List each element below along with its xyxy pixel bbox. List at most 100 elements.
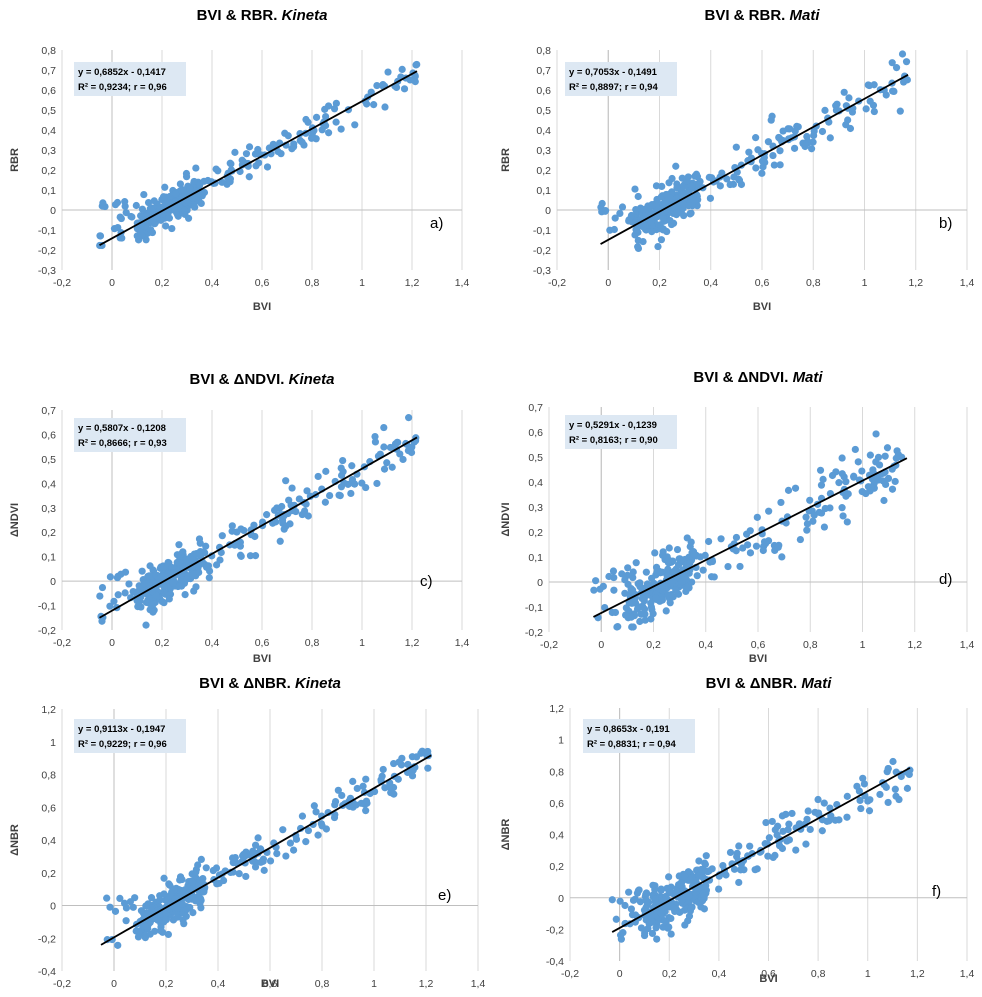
scatter-point [251, 858, 260, 866]
scatter-point [252, 841, 260, 849]
scatter-point [353, 784, 361, 793]
x-tick-label: 1 [359, 637, 365, 649]
scatter-point [621, 589, 629, 597]
scatter-point [203, 563, 211, 571]
scatter-point [892, 454, 900, 462]
scatter-point [633, 605, 642, 613]
scatter-point [276, 537, 284, 545]
scatter-point [806, 496, 814, 504]
scatter-point [818, 827, 826, 835]
scatter-point [629, 896, 638, 904]
x-tick-label: 0,8 [803, 639, 818, 651]
scatter-point [170, 886, 178, 894]
scatter-point [392, 83, 401, 92]
scatter-point [134, 603, 142, 611]
x-tick-label: 1,4 [455, 637, 470, 649]
scatter-point [803, 132, 811, 141]
trendline [99, 436, 418, 619]
scatter-point [263, 163, 272, 171]
scatter-point [648, 201, 657, 209]
scatter-point [735, 842, 743, 850]
scatter-point [171, 190, 180, 198]
scatter-point [785, 836, 793, 844]
x-tick-label: 0,4 [703, 277, 718, 289]
scatter-point [694, 181, 703, 189]
scatter-point [618, 203, 627, 211]
scatter-point [759, 546, 767, 555]
y-tick-label: 0 [50, 205, 56, 217]
scatter-point [314, 831, 322, 839]
scatter-point [658, 596, 666, 604]
scatter-point [686, 210, 694, 218]
scatter-point [325, 129, 333, 137]
scatter-point [751, 866, 759, 874]
scatter-point [245, 173, 253, 181]
scatter-point [610, 586, 618, 594]
scatter-point [627, 211, 636, 220]
scatter-point [592, 577, 600, 585]
scatter-point [348, 462, 356, 470]
scatter-point [282, 852, 290, 860]
scatter-point [633, 889, 642, 897]
scatter-point [746, 549, 755, 557]
scatter-point [167, 569, 176, 577]
scatter-point [371, 432, 379, 441]
scatter-point [874, 476, 882, 484]
scatter-point [596, 585, 604, 593]
x-tick-label: -0,2 [53, 978, 71, 990]
x-tick-label: 1,4 [471, 978, 486, 990]
scatter-point [286, 839, 294, 847]
scatter-point [637, 610, 645, 618]
scatter-point [795, 820, 804, 828]
scatter-point [866, 487, 874, 495]
x-tick-label: 1,4 [960, 968, 975, 980]
trendline [611, 767, 911, 933]
x-tick-label: 1 [865, 968, 871, 980]
y-tick-label: 0,1 [528, 552, 543, 564]
scatter-point [192, 865, 200, 874]
equation-box [565, 415, 677, 449]
scatter-point [257, 858, 265, 866]
panel-label: a) [430, 215, 443, 232]
scatter-point [902, 58, 911, 66]
scatter-point [147, 226, 155, 234]
scatter-point [237, 525, 245, 533]
scatter-point [770, 161, 778, 169]
scatter-point [652, 182, 661, 190]
y-tick-label: 0,8 [41, 45, 56, 57]
scatter-point [632, 226, 640, 234]
equation-box [74, 418, 186, 452]
x-tick-label: -0,2 [53, 637, 71, 649]
y-tick-label: 0,7 [41, 65, 56, 77]
scatter-point [266, 857, 275, 865]
y-tick-label: 0,1 [41, 552, 56, 564]
scatter-point [684, 917, 692, 925]
scatter-point [385, 783, 394, 791]
scatter-point [111, 907, 120, 915]
scatter-point [659, 548, 667, 556]
scatter-point [629, 573, 637, 582]
scatter-point [669, 219, 678, 227]
scatter-point [777, 498, 785, 507]
scatter-point [825, 817, 833, 825]
scatter-point [678, 578, 686, 586]
scatter-point [641, 616, 649, 624]
scatter-point [778, 553, 786, 561]
scatter-point [888, 59, 896, 67]
scatter-point [659, 213, 667, 222]
scatter-point [826, 804, 834, 812]
scatter-point [627, 613, 635, 621]
chart-panel-c: BVI & ΔNDVI. Kineta -0,2 0 0,2 0,4 0,6 0,8 1 1,2… [0, 362, 491, 674]
scatter-point [659, 923, 667, 931]
scatter-point [870, 81, 878, 89]
scatter-point [349, 777, 357, 786]
scatter-point [678, 174, 686, 182]
scatter-point [610, 225, 618, 234]
scatter-point [162, 915, 170, 923]
scatter-point [621, 611, 630, 619]
x-tick-label: 0,2 [159, 978, 174, 990]
scatter-point [168, 224, 176, 233]
x-tick-label: 1 [862, 277, 868, 289]
scatter-point [662, 190, 670, 199]
equation-box [583, 719, 695, 753]
